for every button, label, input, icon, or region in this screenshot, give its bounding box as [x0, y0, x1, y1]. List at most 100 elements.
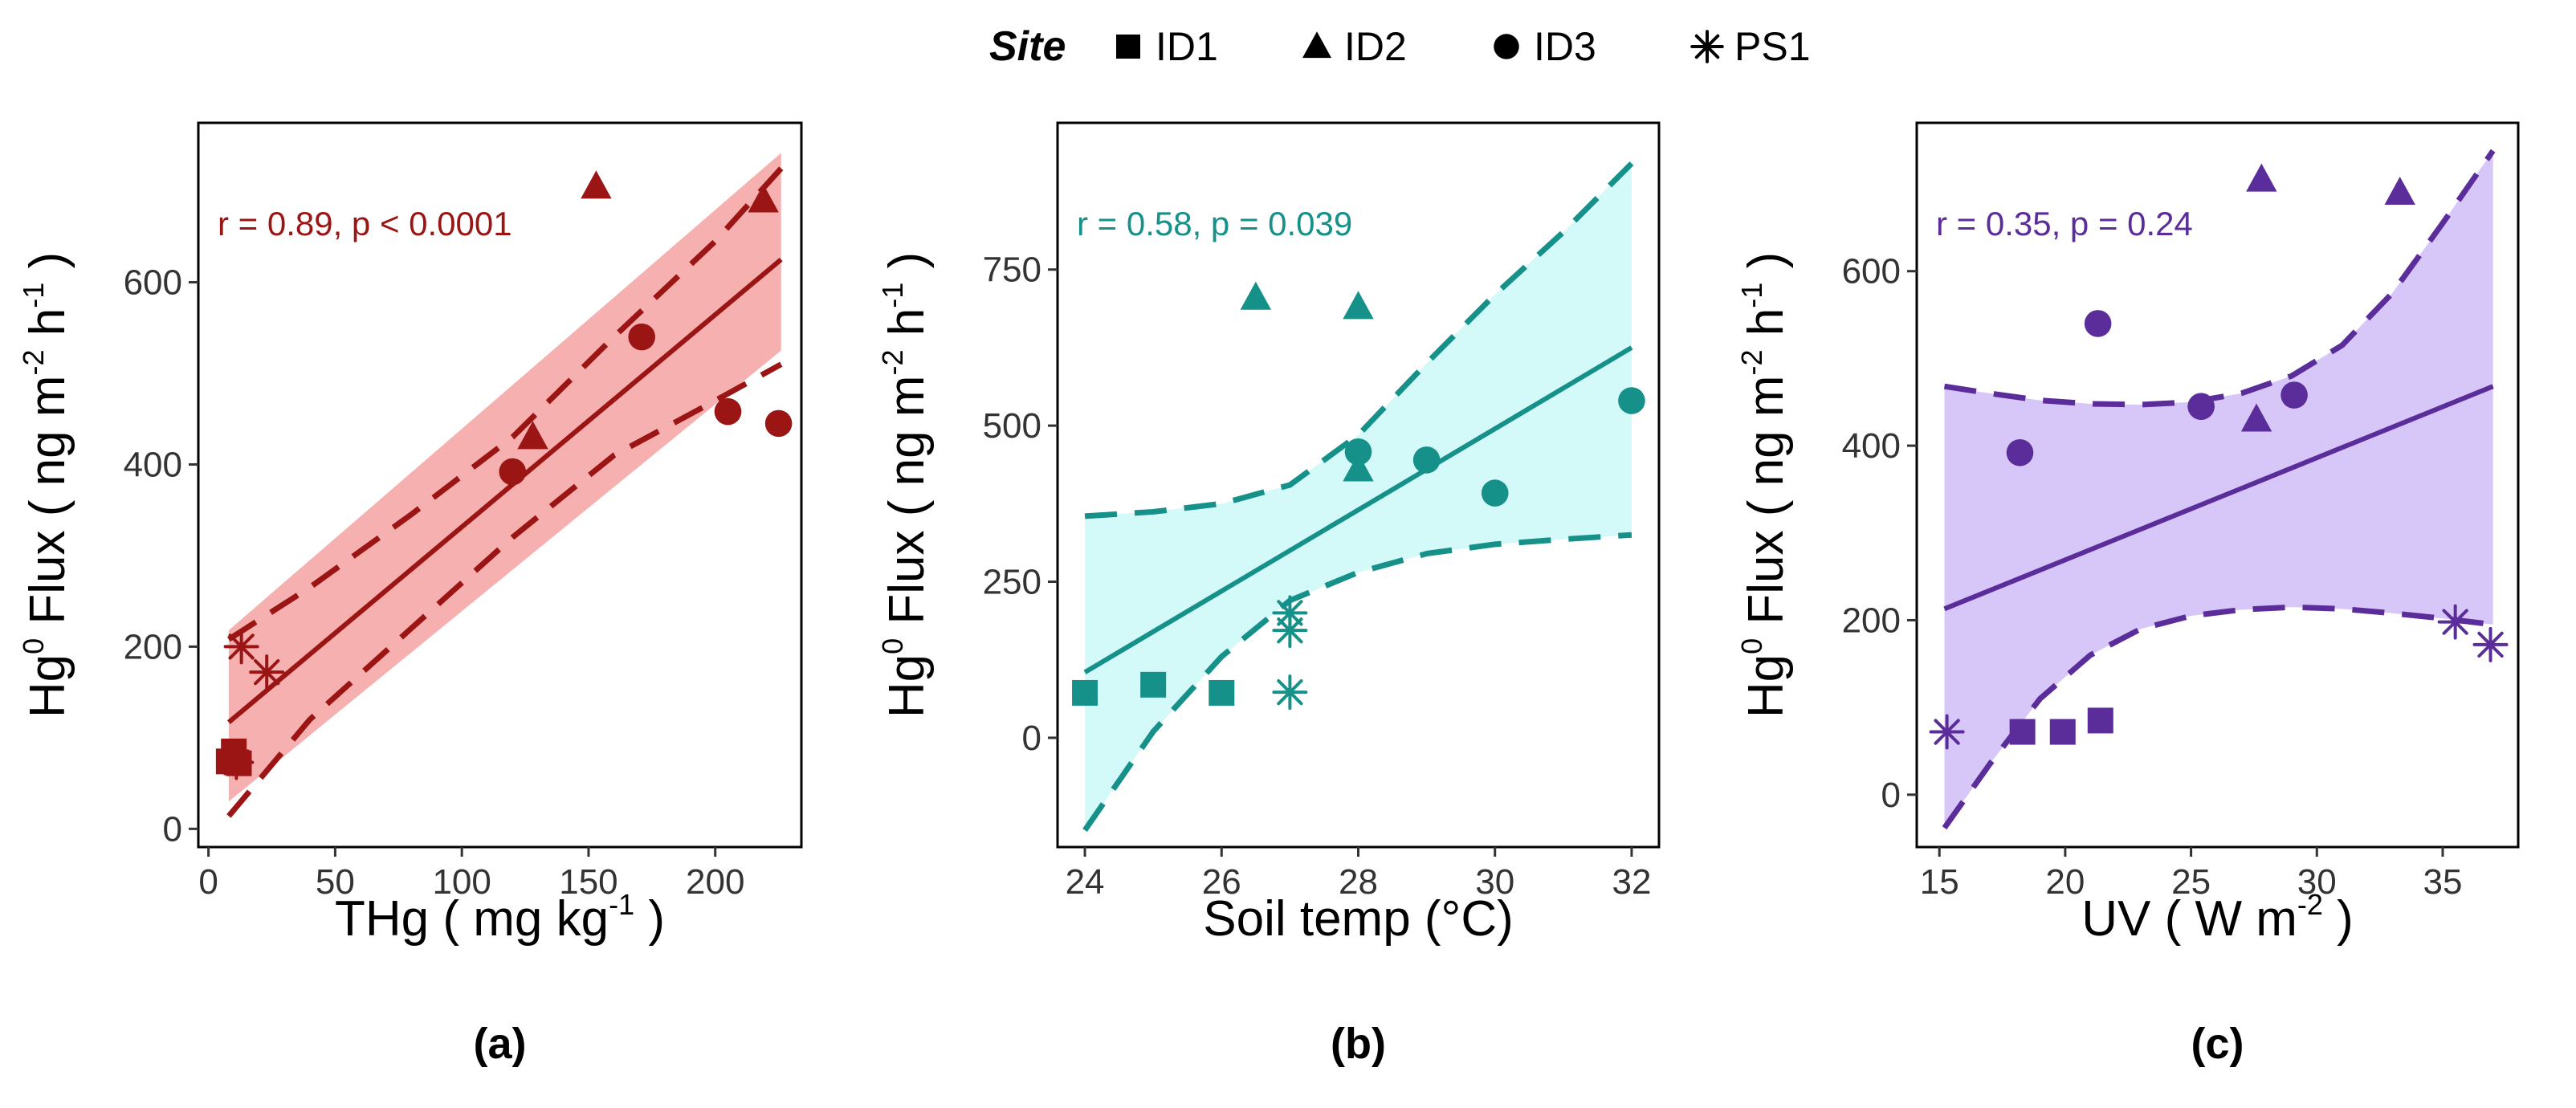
- x-axis-title: UV ( W m-2 ): [2081, 888, 2354, 947]
- chart-panel-1: 0 50 100 150 200 0 200 400 600 r = 0.89, p < 0.00…: [17, 121, 803, 1068]
- data-point-id3: [628, 323, 656, 351]
- legend-asterisk-icon: [1690, 30, 1724, 63]
- data-point-id2: [517, 421, 548, 450]
- prediction-lower-line: [1082, 532, 1632, 832]
- data-point-id2: [581, 170, 612, 199]
- data-point-id2: [1343, 453, 1374, 482]
- legend-label: PS1: [1734, 24, 1811, 69]
- y-tick-label: 600: [124, 263, 182, 303]
- data-point-id3: [714, 397, 742, 426]
- x-tick-label: 50: [316, 862, 355, 902]
- prediction-upper-line: [226, 166, 784, 642]
- y-tick-label: 400: [124, 445, 182, 484]
- legend-title: Site: [989, 23, 1066, 70]
- data-point-id3: [1412, 446, 1441, 474]
- y-tick-label: 0: [163, 809, 182, 849]
- legend-circle-icon: [1494, 34, 1519, 59]
- data-point-id3: [2280, 381, 2308, 409]
- regression-line: [226, 257, 783, 724]
- x-tick-label: 24: [1066, 862, 1105, 902]
- x-tick-label: 0: [198, 862, 218, 902]
- data-point-id3: [2187, 393, 2215, 420]
- x-tick-label: 150: [559, 862, 618, 902]
- data-point-id1: [2049, 719, 2076, 745]
- data-point-ps1: [2472, 626, 2509, 662]
- x-tick-label: 200: [686, 862, 744, 902]
- x-tick-label: 15: [1920, 862, 1959, 902]
- prediction-upper-line: [1943, 149, 2496, 408]
- data-point-ps1: [249, 654, 285, 690]
- x-axis-title: THg ( mg kg-1 ): [335, 888, 665, 947]
- data-point-id1: [1209, 679, 1235, 706]
- data-point-id3: [1618, 387, 1645, 414]
- y-axis-title: Hg0 Flux ( ng m-2 h-1 ): [1735, 252, 1794, 718]
- data-point-ps1: [1272, 674, 1308, 711]
- data-point-ps1: [218, 744, 255, 780]
- prediction-lower-line: [1942, 604, 2494, 830]
- correlation-annotation: r = 0.89, p < 0.0001: [218, 205, 512, 242]
- data-point-ps1: [2437, 604, 2473, 640]
- data-point-id3: [1481, 479, 1509, 507]
- legend-item-id2: ID2: [1302, 24, 1407, 69]
- x-tick-label: 30: [2297, 862, 2337, 902]
- data-point-id1: [1072, 679, 1098, 706]
- y-tick-label: 250: [983, 563, 1041, 602]
- y-axis-title: Hg0 Flux ( ng m-2 h-1 ): [17, 252, 75, 718]
- legend-item-id3: ID3: [1494, 24, 1596, 69]
- y-tick-label: 200: [1842, 601, 1901, 640]
- correlation-annotation: r = 0.35, p = 0.24: [1936, 205, 2193, 242]
- x-tick-label: 30: [1475, 862, 1514, 902]
- x-tick-label: 100: [432, 862, 491, 902]
- prediction-lower-line: [226, 361, 783, 818]
- regression-line: [1083, 345, 1633, 674]
- legend-label: ID1: [1156, 24, 1218, 69]
- prediction-upper-line: [1084, 161, 1634, 519]
- data-point-id3: [2084, 310, 2112, 337]
- data-point-id2: [2240, 403, 2272, 432]
- chart-panel-2: 24 26 28 30 32 0 250 500 750 r = 0.58, p = 0.039 S…: [876, 121, 1661, 1068]
- panel-label: (a): [474, 1020, 527, 1068]
- y-tick-label: 750: [983, 251, 1041, 290]
- y-tick-label: 500: [983, 406, 1041, 446]
- y-axis-title: Hg0 Flux ( ng m-2 h-1 ): [876, 252, 935, 718]
- confidence-band: [1944, 150, 2493, 829]
- data-point-id2: [1240, 281, 1272, 310]
- data-point-id2: [1343, 291, 1374, 320]
- y-tick-label: 0: [1881, 776, 1901, 815]
- legend-item-id1: ID1: [1116, 24, 1218, 69]
- chart-panel-3: 15 20 25 30 35 0 200 400 600 r = 0.35, p = 0.24 UV…: [1735, 121, 2520, 1068]
- correlation-annotation: r = 0.58, p = 0.039: [1077, 205, 1352, 242]
- x-tick-label: 26: [1202, 862, 1241, 902]
- data-point-id3: [1344, 438, 1372, 466]
- panel-label: (b): [1331, 1020, 1386, 1068]
- data-point-id1: [2087, 707, 2113, 734]
- confidence-band: [1085, 163, 1632, 831]
- y-tick-label: 400: [1842, 426, 1901, 466]
- data-point-id3: [764, 409, 793, 438]
- plot-frame: [1915, 121, 2520, 849]
- data-point-id2: [748, 184, 779, 213]
- site-legend: Site ID1 ID2 ID3 PS1: [989, 23, 1811, 70]
- x-tick-label: 32: [1612, 862, 1651, 902]
- data-point-id1: [2009, 719, 2036, 745]
- y-tick-label: 0: [1022, 719, 1041, 758]
- legend-triangle-icon: [1302, 31, 1331, 59]
- regression-line: [1943, 384, 2494, 612]
- legend-label: ID2: [1344, 24, 1407, 69]
- data-point-id3: [499, 458, 527, 486]
- x-tick-label: 25: [2171, 862, 2211, 902]
- x-axis-title: Soil temp (°C): [1203, 891, 1514, 947]
- legend-item-ps1: PS1: [1690, 24, 1811, 69]
- data-point-ps1: [1929, 714, 1965, 750]
- y-tick-label: 600: [1842, 252, 1901, 291]
- legend-label: ID3: [1534, 24, 1596, 69]
- data-point-id1: [1140, 671, 1167, 698]
- data-point-id3: [2006, 438, 2034, 466]
- x-tick-label: 28: [1339, 862, 1378, 902]
- y-tick-label: 200: [124, 627, 182, 666]
- x-tick-label: 20: [2045, 862, 2085, 902]
- plot-frame: [197, 121, 803, 849]
- data-point-ps1: [223, 629, 259, 665]
